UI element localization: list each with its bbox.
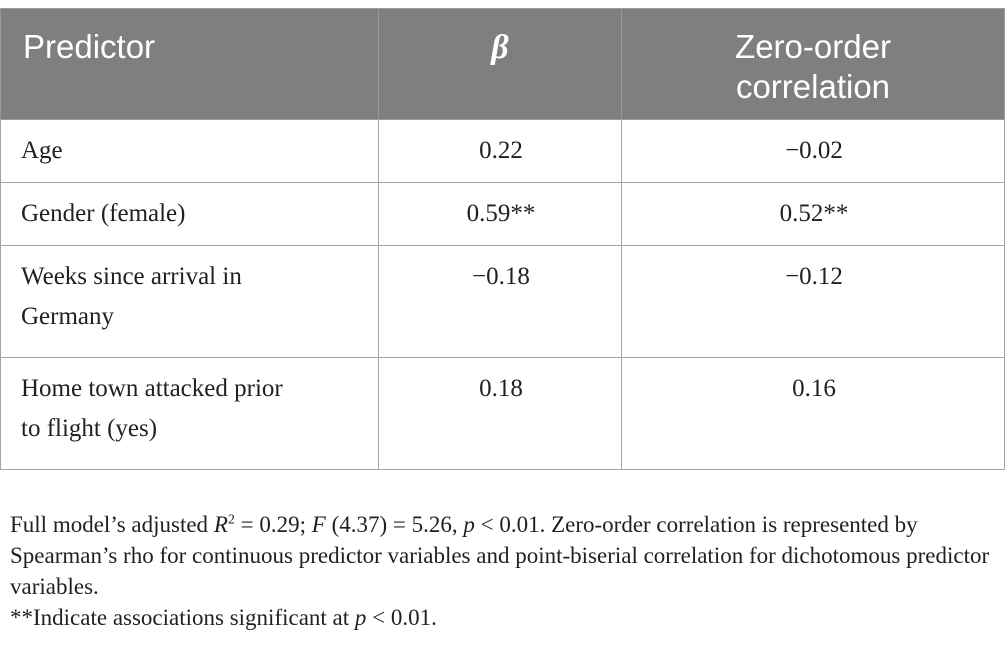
footnote-r-value: = 0.29; <box>234 512 312 537</box>
cell-predictor-line2: to flight (yes) <box>21 415 158 442</box>
footnote-sig-p-value: < 0.01. <box>366 605 437 630</box>
cell-predictor-line2: Germany <box>21 303 115 330</box>
header-predictor: Predictor <box>0 8 379 120</box>
cell-predictor: Weeks since arrival in Germany <box>0 245 379 358</box>
cell-predictor-line1: Weeks since arrival in <box>21 263 242 290</box>
cell-predictor: Gender (female) <box>0 182 379 246</box>
cell-predictor: Age <box>0 119 379 183</box>
table-row: Home town attacked prior to flight (yes)… <box>0 357 1005 470</box>
footnote-p-value: < 0.01. Zero-order correlation is repres… <box>10 512 990 599</box>
header-beta-wrap: β <box>397 9 603 68</box>
header-beta-label: β <box>491 29 509 66</box>
footnote-model-stats: Full model’s adjusted R2 = 0.29; F (4.37… <box>10 509 1000 602</box>
footnote-f-symbol: F <box>311 512 326 537</box>
cell-predictor-line1: Home town attacked prior <box>21 375 283 402</box>
footnote-r-symbol: R <box>213 512 228 537</box>
header-zero-order: Zero-order correlation <box>621 8 1005 120</box>
table-body: Age 0.22 −0.02 Gender (female) 0.59** 0.… <box>0 119 1005 470</box>
table-header: Predictor β Zero-order correlation <box>0 8 1005 120</box>
header-beta: β <box>378 8 622 120</box>
footnote-model-prefix: Full model’s adjusted <box>10 512 214 537</box>
header-zero-order-wrap: Zero-order correlation <box>640 9 986 107</box>
cell-zero-order: 0.52** <box>621 182 1005 246</box>
cell-beta: 0.22 <box>378 119 622 183</box>
cell-zero-order: −0.12 <box>621 245 1005 358</box>
table-footnote: Full model’s adjusted R2 = 0.29; F (4.37… <box>10 509 1000 633</box>
table-row: Gender (female) 0.59** 0.52** <box>0 182 1005 246</box>
header-predictor-label: Predictor <box>23 28 156 65</box>
footnote-f-value: (4.37) = 5.26, <box>325 512 464 537</box>
cell-beta: 0.59** <box>378 182 622 246</box>
cell-zero-order: 0.16 <box>621 357 1005 470</box>
table-row: Age 0.22 −0.02 <box>0 119 1005 183</box>
header-row: Predictor β Zero-order correlation <box>0 8 1005 120</box>
footnote-sig-p-symbol: p <box>354 605 367 630</box>
cell-beta: −0.18 <box>378 245 622 358</box>
regression-table: Predictor β Zero-order correlation Age 0… <box>0 8 1005 470</box>
footnote-r-superscript: 2 <box>227 512 235 528</box>
footnote-sig-prefix: **Indicate associations significant at <box>10 605 355 630</box>
header-zero-order-line2: correlation <box>735 68 891 105</box>
cell-beta: 0.18 <box>378 357 622 470</box>
table-row: Weeks since arrival in Germany −0.18 −0.… <box>0 245 1005 358</box>
cell-zero-order: −0.02 <box>621 119 1005 183</box>
cell-predictor: Home town attacked prior to flight (yes) <box>0 357 379 470</box>
footnote-significance: **Indicate associations significant at p… <box>10 602 1000 633</box>
header-zero-order-line1: Zero-order <box>735 28 891 65</box>
footnote-p-symbol: p <box>463 512 475 537</box>
